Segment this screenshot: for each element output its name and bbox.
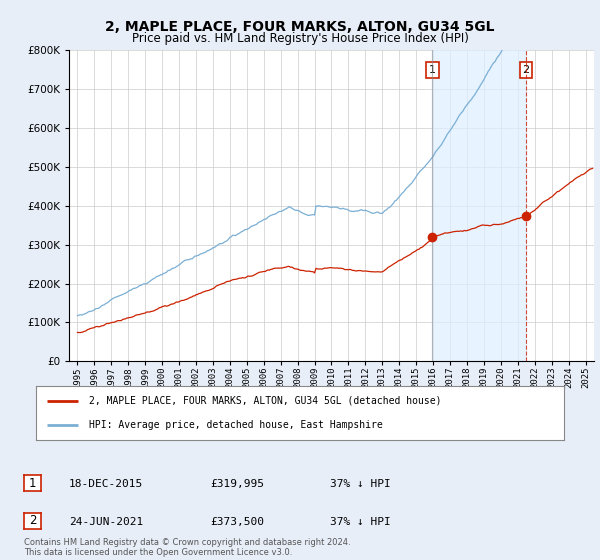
- Text: 1: 1: [29, 477, 36, 490]
- Text: HPI: Average price, detached house, East Hampshire: HPI: Average price, detached house, East…: [89, 420, 383, 430]
- Text: 18-DEC-2015: 18-DEC-2015: [69, 479, 143, 489]
- Text: 2: 2: [523, 65, 529, 75]
- Text: 2, MAPLE PLACE, FOUR MARKS, ALTON, GU34 5GL (detached house): 2, MAPLE PLACE, FOUR MARKS, ALTON, GU34 …: [89, 396, 442, 406]
- Text: 2: 2: [29, 514, 36, 528]
- Text: Price paid vs. HM Land Registry's House Price Index (HPI): Price paid vs. HM Land Registry's House …: [131, 32, 469, 45]
- Text: 1: 1: [429, 65, 436, 75]
- Text: Contains HM Land Registry data © Crown copyright and database right 2024.
This d: Contains HM Land Registry data © Crown c…: [24, 538, 350, 557]
- Text: £373,500: £373,500: [210, 517, 264, 527]
- Bar: [433, 50, 526, 361]
- Text: 2, MAPLE PLACE, FOUR MARKS, ALTON, GU34 5GL: 2, MAPLE PLACE, FOUR MARKS, ALTON, GU34 …: [105, 20, 495, 34]
- Text: 37% ↓ HPI: 37% ↓ HPI: [330, 517, 391, 527]
- Text: 24-JUN-2021: 24-JUN-2021: [69, 517, 143, 527]
- Text: £319,995: £319,995: [210, 479, 264, 489]
- Text: 37% ↓ HPI: 37% ↓ HPI: [330, 479, 391, 489]
